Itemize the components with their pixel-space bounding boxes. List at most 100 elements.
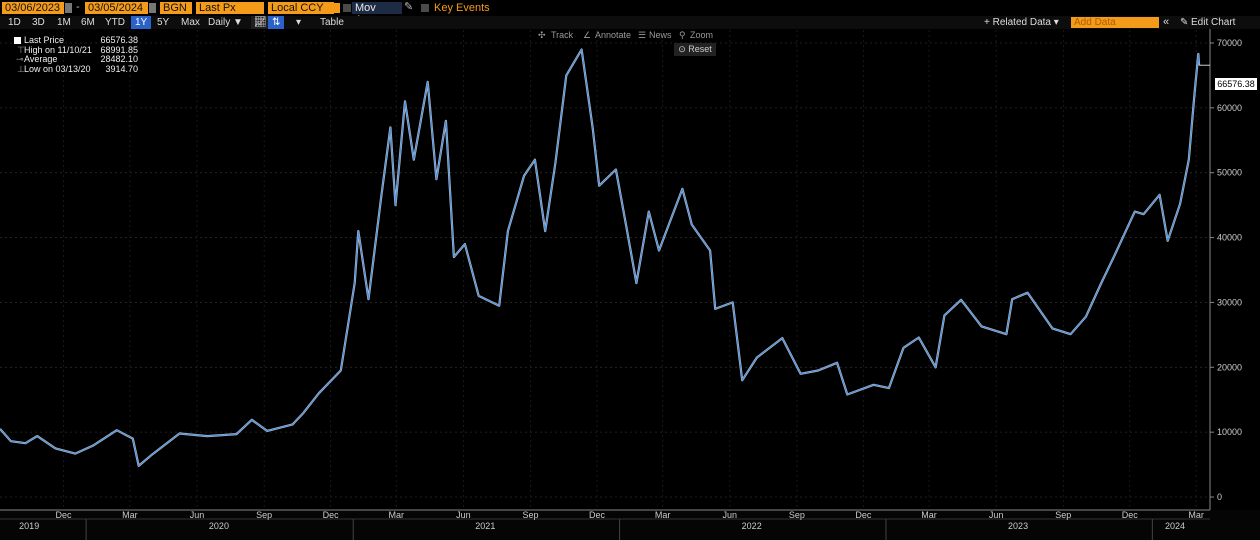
related-data-button[interactable]: + Related Data ▾ xyxy=(984,17,1059,28)
year-label: 2023 xyxy=(1008,521,1028,531)
period-ytd[interactable]: YTD xyxy=(105,17,125,28)
key-events-checkbox[interactable] xyxy=(421,4,429,12)
news-icon: ☰ xyxy=(638,30,647,40)
legend-label: Low on 03/13/20 xyxy=(24,63,91,74)
average-marker-icon: ⊸ xyxy=(16,54,24,64)
x-tick-label: Sep xyxy=(523,510,539,520)
chart-type-icon[interactable]: ⇅ xyxy=(268,16,285,29)
legend-value: 3914.70 xyxy=(105,63,138,74)
mov-avgs-checkbox[interactable] xyxy=(343,4,351,12)
frequency-dropdown[interactable]: Daily ▼ xyxy=(208,17,243,28)
legend-row-low: ⊥ Low on 03/13/20 3914.70 xyxy=(8,63,138,75)
end-date-field[interactable]: 03/05/2024 xyxy=(85,2,148,14)
key-events-label[interactable]: Key Events xyxy=(434,2,490,14)
edit-chart-pencil-icon[interactable]: ✎ xyxy=(1180,17,1189,28)
period-1d[interactable]: 1D xyxy=(8,17,21,28)
y-tick-label: 20000 xyxy=(1217,362,1242,372)
x-tick-label: Dec xyxy=(1122,510,1139,520)
period-max[interactable]: Max xyxy=(181,17,200,28)
x-tick-label: Jun xyxy=(723,510,738,520)
news-button[interactable]: News xyxy=(649,30,672,40)
legend-row-average: ⊸ Average 28482.10 xyxy=(8,54,138,65)
line-chart-icon[interactable]: 📈︎ xyxy=(251,16,270,29)
last-price-axis-label: 66576.38 xyxy=(1215,78,1257,90)
currency-dropdown-icon[interactable] xyxy=(333,3,340,13)
currency-selector[interactable]: Local CCY xyxy=(268,2,334,14)
reset-icon: ⊙ xyxy=(678,44,686,54)
x-axis: Dec Mar Jun Sep Dec Mar Jun Sep Dec Mar Jun Sep Dec M… xyxy=(0,509,1260,540)
pencil-icon[interactable]: ✎ xyxy=(404,1,414,13)
legend-value: 28482.10 xyxy=(100,54,138,64)
y-tick-label: 60000 xyxy=(1217,103,1242,113)
year-label: 2019 xyxy=(19,521,39,531)
period-5y[interactable]: 5Y xyxy=(157,17,170,28)
x-tick-label: Mar xyxy=(655,510,671,520)
x-tick-label: Mar xyxy=(921,510,937,520)
year-label: 2021 xyxy=(475,521,495,531)
date-range-separator: - xyxy=(76,1,80,13)
mov-avgs-label[interactable]: Mov Avgs xyxy=(352,2,402,26)
zoom-button[interactable]: Zoom xyxy=(690,30,714,40)
legend-label: Average xyxy=(24,54,58,64)
x-tick-label: Sep xyxy=(256,510,272,520)
chart-type-dropdown-icon[interactable]: ▾ xyxy=(296,17,302,28)
chart-legend: Last Price 66576.38 ⊤ High on 11/10/21 6… xyxy=(8,35,138,75)
high-marker-icon: ⊤ xyxy=(17,44,25,55)
x-tick-label: Mar xyxy=(389,510,405,520)
x-tick-label: Mar xyxy=(1188,510,1204,520)
x-tick-label: Sep xyxy=(789,510,805,520)
y-tick-label: 0 xyxy=(1217,492,1222,502)
end-date-calendar-icon[interactable] xyxy=(149,3,156,13)
x-tick-label: Dec xyxy=(589,510,606,520)
x-tick-label: Jun xyxy=(456,510,471,520)
period-6m[interactable]: 6M xyxy=(81,17,95,28)
edit-chart-button[interactable]: Edit Chart xyxy=(1191,17,1236,28)
price-line xyxy=(0,48,1200,467)
y-axis: 0 10000 20000 30000 40000 50000 60000 70000 xyxy=(1209,25,1242,510)
start-date-field[interactable]: 03/06/2023 xyxy=(2,2,64,14)
start-date-calendar-icon[interactable] xyxy=(65,3,72,13)
field-selector[interactable]: Last Px xyxy=(196,2,264,14)
annotate-icon: ∠ xyxy=(583,30,592,40)
legend-label: High on 11/10/21 xyxy=(24,44,92,55)
x-axis-background xyxy=(0,510,1260,540)
period-1y[interactable]: 1Y xyxy=(131,16,152,29)
y-tick-label: 30000 xyxy=(1217,297,1242,307)
legend-row-last-price[interactable]: Last Price 66576.38 xyxy=(8,35,138,46)
year-label: 2022 xyxy=(742,521,762,531)
x-tick-label: Jun xyxy=(989,510,1004,520)
chart-gridlines xyxy=(0,30,1210,510)
track-button[interactable]: Track xyxy=(551,30,574,40)
legend-value: 68991.85 xyxy=(100,44,138,55)
security-header-bar: 03/06/2023 - 03/05/2024 BGN Last Px Loca… xyxy=(0,0,1260,26)
collapse-icon[interactable]: « xyxy=(1163,16,1170,28)
last-price-swatch-icon xyxy=(14,37,21,44)
zoom-icon: ⚲ xyxy=(679,30,686,40)
low-marker-icon: ⊥ xyxy=(17,63,25,74)
reset-label: Reset xyxy=(688,44,712,54)
track-icon: ✣ xyxy=(538,30,546,40)
x-tick-label: Dec xyxy=(855,510,872,520)
year-label: 2020 xyxy=(209,521,229,531)
source-field[interactable]: BGN xyxy=(160,2,192,14)
legend-row-high: ⊤ High on 11/10/21 68991.85 xyxy=(8,44,138,56)
reset-button[interactable]: ⊙ Reset xyxy=(674,43,716,56)
legend-value: 66576.38 xyxy=(100,35,138,45)
add-data-input[interactable]: Add Data xyxy=(1071,17,1159,28)
price-series xyxy=(0,48,1210,467)
y-tick-label: 10000 xyxy=(1217,427,1242,437)
table-button[interactable]: Table xyxy=(320,17,344,28)
y-tick-label: 70000 xyxy=(1217,38,1242,48)
x-tick-label: Mar xyxy=(122,510,138,520)
period-3d[interactable]: 3D xyxy=(32,17,45,28)
chart-toolbar: 1D 3D 1M 6M YTD 1Y 5Y Max Daily ▼ 📈︎ ⇅ ▾… xyxy=(0,16,1260,29)
x-tick-label: Jun xyxy=(190,510,205,520)
x-tick-label: Dec xyxy=(55,510,72,520)
annotate-button[interactable]: Annotate xyxy=(595,30,632,40)
period-1m[interactable]: 1M xyxy=(57,17,71,28)
x-tick-label: Sep xyxy=(1055,510,1071,520)
x-tick-label: Dec xyxy=(323,510,340,520)
year-label: 2024 xyxy=(1165,521,1185,531)
legend-label: Last Price xyxy=(24,35,65,45)
